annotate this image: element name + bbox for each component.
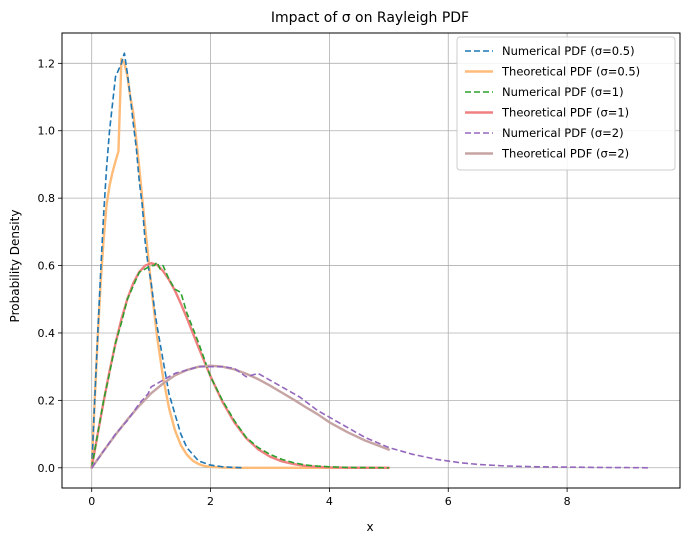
plot-frame: [61, 32, 681, 489]
legend-label: Theoretical PDF (σ=0.5): [501, 65, 640, 79]
legend-label: Theoretical PDF (σ=2): [501, 147, 629, 161]
series-line: [90, 57, 391, 469]
legend: Numerical PDF (σ=0.5) Theoretical PDF (σ=…: [456, 36, 676, 171]
x-tick-label: 2: [207, 495, 214, 508]
x-axis-label: x: [366, 520, 373, 534]
x-tick-label: 8: [564, 495, 571, 508]
y-tick-label: 0.2: [38, 394, 56, 407]
legend-label: Numerical PDF (σ=2): [502, 126, 624, 140]
y-tick-label: 1.0: [38, 125, 56, 138]
y-tick-label: 0.6: [38, 260, 56, 273]
x-tick-label: 4: [326, 495, 333, 508]
series-line: [90, 262, 391, 469]
series-line: [90, 261, 389, 469]
legend-label: Numerical PDF (σ=1): [502, 85, 624, 99]
x-tick-label: 6: [445, 495, 452, 508]
legend-label: Theoretical PDF (σ=1): [501, 106, 629, 120]
y-tick-label: 0.8: [38, 192, 56, 205]
chart-title: Impact of σ on Rayleigh PDF: [271, 10, 469, 26]
legend-frame: [456, 36, 676, 171]
series-line: [90, 364, 391, 469]
axis-ticks: 0 2 4 6 8 0.0 0.2 0.4 0.6 0.8 1.0 1.2: [38, 57, 571, 508]
y-tick-label: 1.2: [38, 57, 56, 70]
series-line: [90, 52, 244, 469]
plot-series: [90, 52, 651, 469]
y-tick-label: 0.4: [38, 327, 56, 340]
legend-label: Numerical PDF (σ=0.5): [502, 44, 635, 58]
y-tick-label: 0.0: [38, 462, 56, 475]
x-tick-label: 0: [88, 495, 95, 508]
y-axis-label: Probability Density: [8, 210, 22, 323]
